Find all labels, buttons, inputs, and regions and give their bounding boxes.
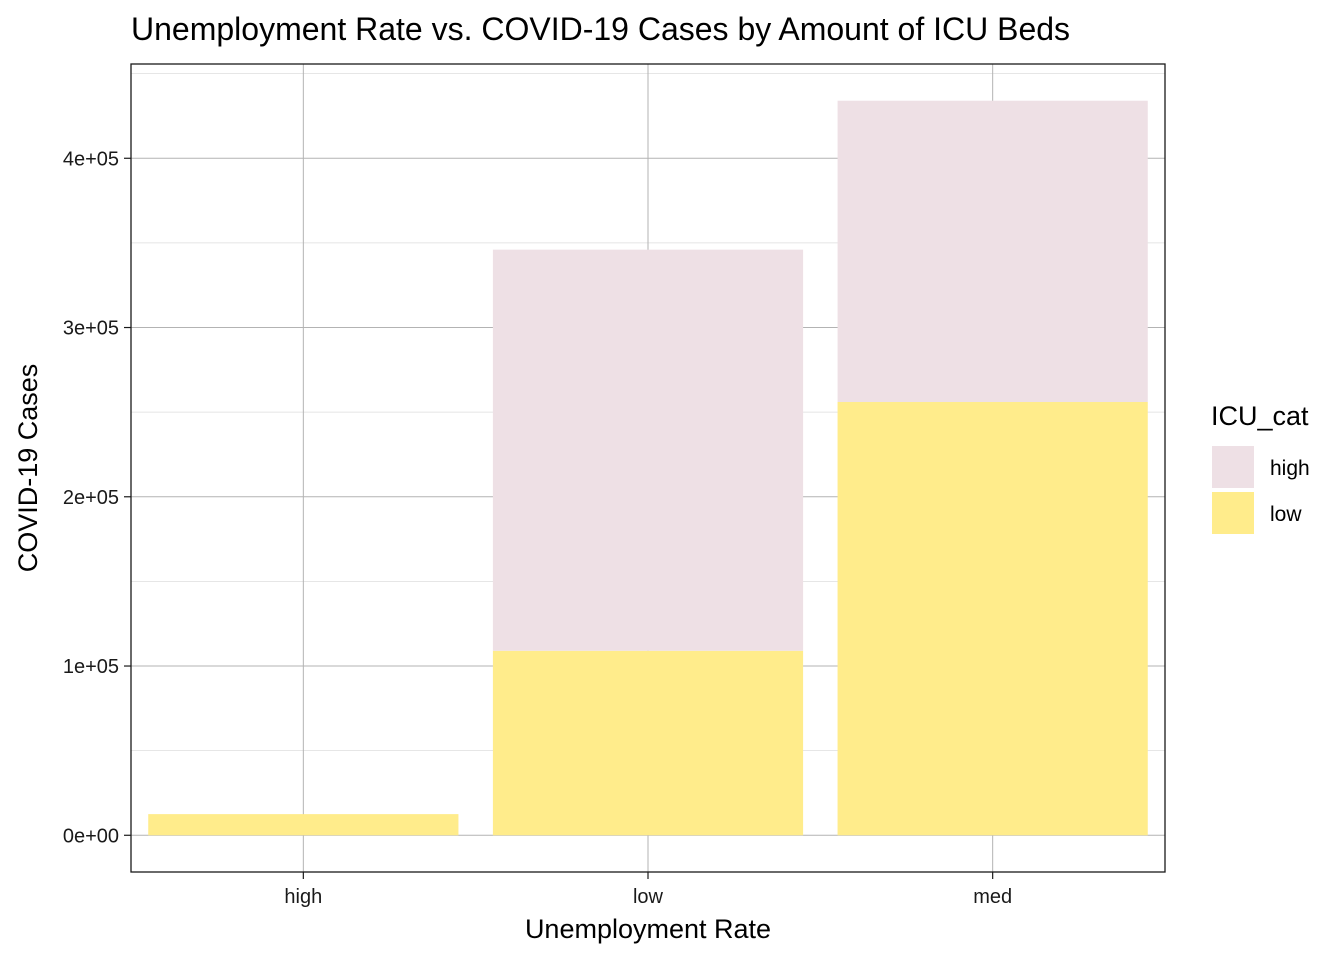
y-axis-title: COVID-19 Cases: [13, 364, 43, 573]
y-tick-label: 2e+05: [63, 487, 119, 509]
plot-panel: [130, 63, 1166, 873]
x-tick-label: high: [284, 886, 322, 908]
legend-swatch-low: [1212, 492, 1254, 534]
legend: ICU_cat high low: [1211, 401, 1310, 534]
x-axis-title: Unemployment Rate: [525, 914, 771, 944]
x-axis: high low med: [284, 872, 1012, 908]
legend-swatch-high: [1212, 446, 1254, 488]
x-tick-label: low: [633, 886, 664, 908]
bar-med-low: [837, 401, 1148, 836]
legend-items: high low: [1212, 446, 1310, 534]
legend-title: ICU_cat: [1211, 401, 1309, 431]
bars: [148, 100, 1148, 836]
y-tick-label: 0e+00: [63, 825, 119, 847]
legend-label-high: high: [1270, 457, 1310, 480]
bar-high-low: [148, 814, 459, 836]
y-tick-label: 3e+05: [63, 318, 119, 340]
y-axis: 0e+00 1e+05 2e+05 3e+05 4e+05: [63, 148, 131, 847]
y-tick-label: 1e+05: [63, 656, 119, 678]
y-tick-label: 4e+05: [63, 148, 119, 170]
bar-med-high: [837, 100, 1148, 402]
legend-label-low: low: [1270, 503, 1302, 526]
bar-low-low: [492, 650, 804, 836]
chart-title: Unemployment Rate vs. COVID-19 Cases by …: [131, 11, 1070, 47]
x-tick-label: med: [973, 886, 1012, 908]
bar-low-high: [492, 249, 804, 651]
